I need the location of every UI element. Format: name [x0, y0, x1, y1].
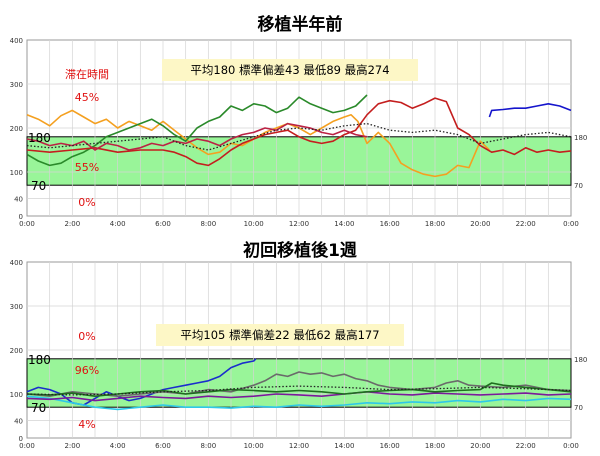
x-tick-label: 6:00 [155, 442, 171, 450]
y-tick-label: 100 [10, 169, 23, 177]
x-tick-label: 14:00 [334, 220, 354, 228]
chart-title-after: 初回移植後1週 [243, 241, 357, 261]
series-line-4 [26, 391, 572, 402]
chart-before: 0 40 100 200 300 400 0:00 2:00 4:00 6:00 8:00 10:00… [10, 37, 588, 228]
band-lower-label: 70 [31, 179, 46, 193]
pct-below-range: 4% [78, 418, 95, 431]
series-line-2 [26, 395, 572, 411]
x-tick-label: 20:00 [470, 220, 490, 228]
stats-box-text: 平均105 標準偏差22 最低62 最高177 [180, 328, 379, 342]
series-line-4 [26, 122, 368, 151]
x-tick-label: 22:00 [516, 220, 536, 228]
band-lower-label: 70 [31, 401, 46, 415]
pct-above-range: 0% [78, 330, 95, 343]
series-line-3 [26, 371, 572, 397]
x-tick-label: 12:00 [289, 220, 309, 228]
x-tick-label: 10:00 [244, 442, 264, 450]
x-tick-label: 8:00 [200, 220, 216, 228]
series-line-5 [26, 382, 572, 397]
y-tick-label: 400 [10, 259, 23, 267]
pct-below-range: 0% [78, 196, 95, 209]
band-upper-label: 180 [28, 353, 51, 367]
right-lower-label: 70 [574, 182, 583, 190]
stats-box-bg [162, 59, 418, 81]
y-tick-label: 300 [10, 303, 23, 311]
x-tick-label: 4:00 [110, 442, 126, 450]
series-line-5 [26, 122, 572, 151]
x-tick-label: 20:00 [470, 442, 490, 450]
x-tick-label: 2:00 [64, 442, 80, 450]
x-tick-label: 8:00 [200, 442, 216, 450]
x-tick-label: 22:00 [516, 442, 536, 450]
series-line-3 [26, 97, 572, 167]
x-tick-label: 10:00 [244, 220, 264, 228]
chart-after: 0 40 100 200 300 400 0:00 2:00 4:00 6:00 8:00 10:00… [10, 259, 588, 450]
x-tick-label: 12:00 [289, 442, 309, 450]
y-tick-label: 0 [19, 213, 23, 221]
series-line-2 [26, 94, 368, 167]
y-tick-label: 200 [10, 347, 23, 355]
stats-box-bg [156, 324, 404, 346]
pct-above-range: 45% [75, 91, 99, 104]
right-upper-label: 180 [574, 134, 587, 142]
x-tick-label: 0:00 [563, 442, 579, 450]
x-tick-label: 0:00 [19, 442, 35, 450]
x-tick-label: 4:00 [110, 220, 126, 228]
x-tick-label: 16:00 [380, 220, 400, 228]
y-tick-label: 100 [10, 391, 23, 399]
x-tick-label: 18:00 [425, 220, 445, 228]
band-upper-label: 180 [28, 131, 51, 145]
pct-in-range: 55% [75, 161, 99, 174]
x-tick-label: 14:00 [334, 442, 354, 450]
time-in-range-heading: 滞在時間 [65, 68, 109, 81]
pct-in-range: 96% [75, 364, 99, 377]
x-tick-label: 0:00 [19, 220, 35, 228]
y-tick-label: 300 [10, 81, 23, 89]
x-tick-label: 2:00 [64, 220, 80, 228]
x-tick-label: 6:00 [155, 220, 171, 228]
x-tick-label: 18:00 [425, 442, 445, 450]
y-tick-label: 40 [14, 417, 23, 425]
y-tick-label: 200 [10, 125, 23, 133]
right-lower-label: 70 [574, 404, 583, 412]
y-tick-label: 0 [19, 435, 23, 443]
right-upper-label: 180 [574, 356, 587, 364]
x-tick-label: 16:00 [380, 442, 400, 450]
x-tick-label: 0:00 [563, 220, 579, 228]
y-tick-label: 400 [10, 37, 23, 45]
stats-box-text: 平均180 標準偏差43 最低89 最高274 [190, 63, 389, 77]
y-tick-label: 40 [14, 195, 23, 203]
chart-title-before: 移植半年前 [257, 15, 343, 35]
series-line-6 [488, 103, 572, 118]
series-line-1 [26, 109, 490, 178]
